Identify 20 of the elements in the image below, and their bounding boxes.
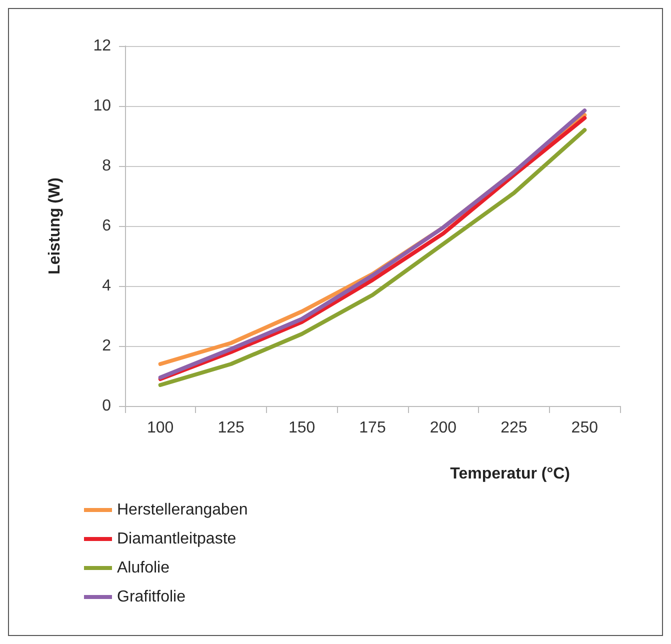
y-tick-label: 8 xyxy=(102,158,112,174)
y-tick-label: 10 xyxy=(93,98,112,114)
legend-label: Diamantleitpaste xyxy=(117,530,236,548)
y-axis-title: Leistung (W) xyxy=(46,178,64,274)
x-tick-label: 250 xyxy=(571,420,598,436)
legend-label: Herstellerangaben xyxy=(117,502,248,518)
x-tick-label: 150 xyxy=(288,420,316,436)
legend-label: Alufolie xyxy=(117,560,170,576)
y-tick-label: 4 xyxy=(102,278,112,294)
legend-label: Grafitfolie xyxy=(117,588,186,606)
x-tick-label: 100 xyxy=(147,420,174,436)
x-tick-label: 125 xyxy=(218,420,245,436)
y-tick-label: 12 xyxy=(93,38,112,54)
y-tick-label: 2 xyxy=(102,338,112,354)
y-tick-label: 6 xyxy=(102,218,112,234)
x-tick-label: 175 xyxy=(359,420,386,436)
y-tick-label: 0 xyxy=(102,398,112,414)
x-tick-label: 200 xyxy=(430,420,457,436)
x-axis-title: Temperatur (°C) xyxy=(450,466,570,482)
x-tick-label: 225 xyxy=(500,420,528,436)
